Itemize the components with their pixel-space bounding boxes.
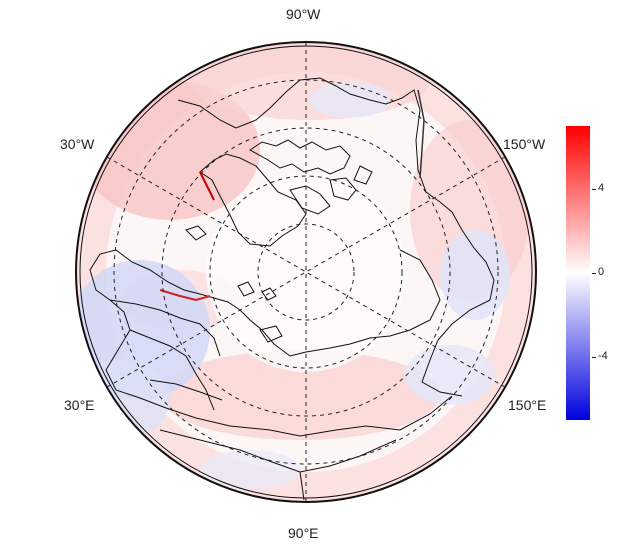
- outer-boundary-circle: [75, 41, 537, 503]
- lon-label-90e: 90°E: [288, 525, 319, 541]
- inner-boundary-circle: [79, 45, 533, 499]
- lon-label-30w: 30°W: [60, 136, 95, 152]
- colorbar-tick-mark: [592, 189, 596, 190]
- colorbar-tick-mark: [592, 357, 596, 358]
- graticule: [106, 42, 506, 502]
- lon-label-90w: 90°W: [286, 6, 321, 22]
- colorbar-tick-mark: [592, 273, 596, 274]
- lon-label-30e: 30°E: [64, 397, 95, 413]
- colorbar-tick-label-4: 4: [598, 182, 605, 194]
- lon-label-150w: 150°W: [503, 136, 546, 152]
- colorbar-tick-label-neg4: -4: [598, 350, 608, 362]
- anomaly-field: [76, 42, 536, 502]
- colorbar: [566, 126, 590, 420]
- lon-label-150e: 150°E: [508, 397, 547, 413]
- colorbar-tick-label-0: 0: [598, 266, 605, 278]
